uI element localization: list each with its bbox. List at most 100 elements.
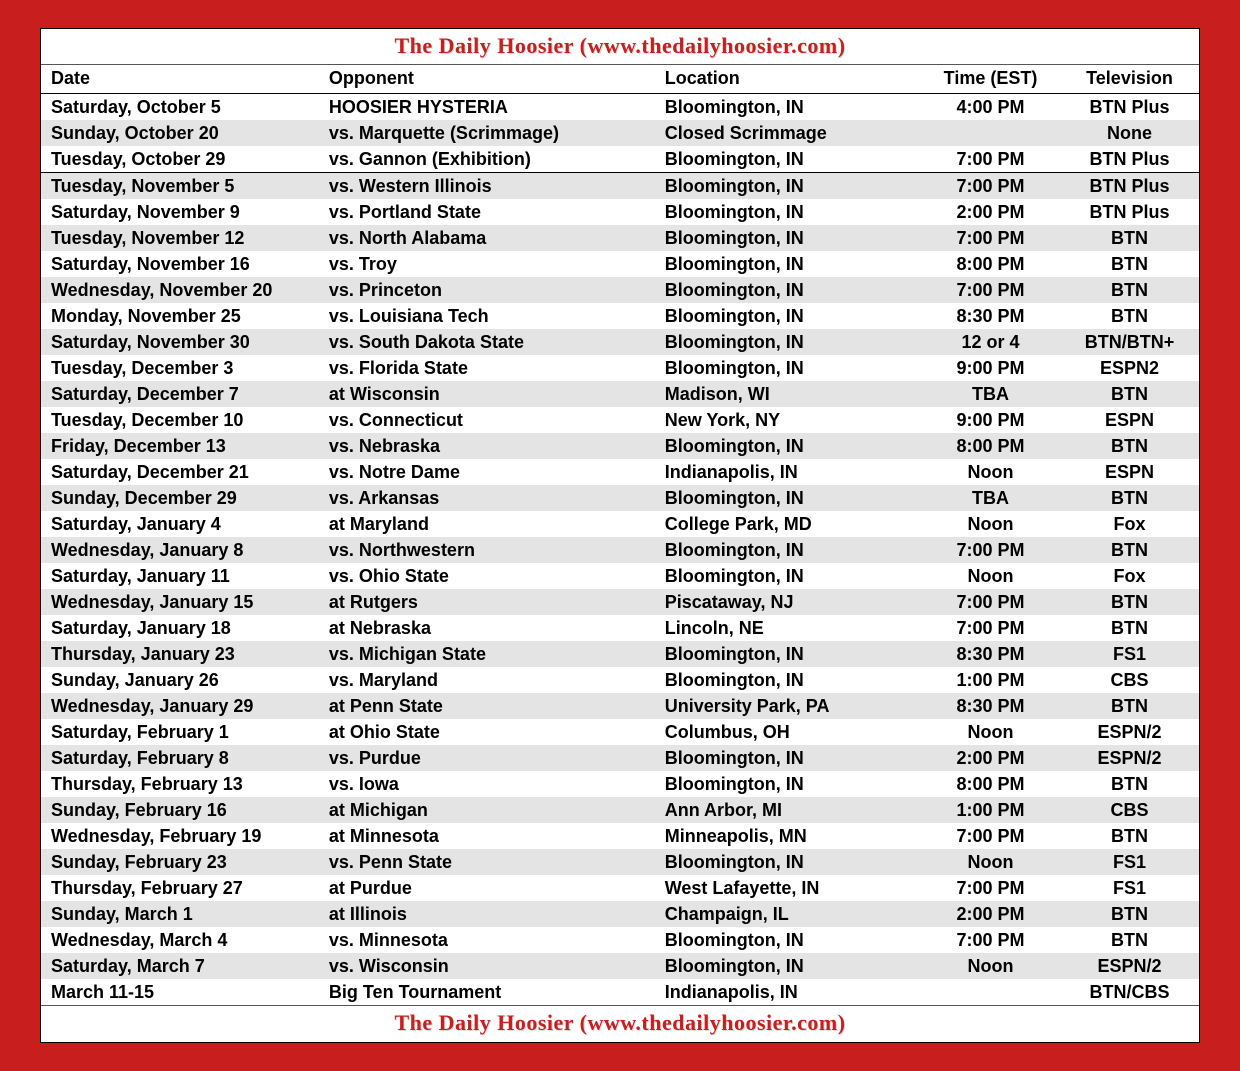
table-row: Saturday, December 21vs. Notre DameIndia… xyxy=(41,459,1199,485)
cell-location: Madison, WI xyxy=(655,381,921,407)
cell-opponent: at Ohio State xyxy=(319,719,655,745)
table-row: Tuesday, November 5vs. Western IllinoisB… xyxy=(41,173,1199,200)
table-row: Friday, December 13vs. NebraskaBloomingt… xyxy=(41,433,1199,459)
cell-opponent: vs. Gannon (Exhibition) xyxy=(319,146,655,173)
cell-tv: BTN Plus xyxy=(1060,94,1199,121)
cell-location: Indianapolis, IN xyxy=(655,979,921,1005)
table-row: Sunday, February 16at MichiganAnn Arbor,… xyxy=(41,797,1199,823)
cell-opponent: vs. Arkansas xyxy=(319,485,655,511)
cell-time: 9:00 PM xyxy=(921,355,1060,381)
table-row: Thursday, February 27at PurdueWest Lafay… xyxy=(41,875,1199,901)
cell-time: 8:30 PM xyxy=(921,693,1060,719)
cell-date: Sunday, January 26 xyxy=(41,667,319,693)
cell-date: March 11-15 xyxy=(41,979,319,1005)
cell-time: 8:30 PM xyxy=(921,641,1060,667)
cell-tv: CBS xyxy=(1060,797,1199,823)
table-row: Tuesday, October 29vs. Gannon (Exhibitio… xyxy=(41,146,1199,173)
table-row: Sunday, December 29vs. ArkansasBloomingt… xyxy=(41,485,1199,511)
cell-tv: BTN xyxy=(1060,485,1199,511)
cell-tv: BTN/BTN+ xyxy=(1060,329,1199,355)
cell-location: Bloomington, IN xyxy=(655,433,921,459)
cell-date: Saturday, October 5 xyxy=(41,94,319,121)
cell-time: Noon xyxy=(921,849,1060,875)
cell-location: Bloomington, IN xyxy=(655,953,921,979)
cell-opponent: vs. North Alabama xyxy=(319,225,655,251)
cell-time: 7:00 PM xyxy=(921,146,1060,173)
table-row: Sunday, March 1at IllinoisChampaign, IL2… xyxy=(41,901,1199,927)
cell-tv: ESPN/2 xyxy=(1060,745,1199,771)
table-row: Tuesday, November 12vs. North AlabamaBlo… xyxy=(41,225,1199,251)
cell-location: Piscataway, NJ xyxy=(655,589,921,615)
cell-date: Saturday, January 11 xyxy=(41,563,319,589)
cell-date: Thursday, January 23 xyxy=(41,641,319,667)
cell-tv: FS1 xyxy=(1060,875,1199,901)
cell-tv: ESPN xyxy=(1060,459,1199,485)
cell-time: 12 or 4 xyxy=(921,329,1060,355)
cell-location: Bloomington, IN xyxy=(655,927,921,953)
cell-location: Bloomington, IN xyxy=(655,355,921,381)
cell-tv: ESPN xyxy=(1060,407,1199,433)
cell-time: TBA xyxy=(921,381,1060,407)
cell-date: Saturday, November 30 xyxy=(41,329,319,355)
cell-tv: ESPN/2 xyxy=(1060,719,1199,745)
cell-date: Saturday, March 7 xyxy=(41,953,319,979)
cell-location: Lincoln, NE xyxy=(655,615,921,641)
cell-tv: None xyxy=(1060,120,1199,146)
cell-opponent: vs. Connecticut xyxy=(319,407,655,433)
cell-tv: BTN xyxy=(1060,381,1199,407)
cell-location: Columbus, OH xyxy=(655,719,921,745)
cell-opponent: vs. Maryland xyxy=(319,667,655,693)
cell-tv: ESPN/2 xyxy=(1060,953,1199,979)
cell-opponent: at Rutgers xyxy=(319,589,655,615)
cell-location: Bloomington, IN xyxy=(655,173,921,200)
cell-tv: Fox xyxy=(1060,511,1199,537)
cell-opponent: vs. South Dakota State xyxy=(319,329,655,355)
cell-time: Noon xyxy=(921,953,1060,979)
cell-opponent: at Wisconsin xyxy=(319,381,655,407)
cell-tv: CBS xyxy=(1060,667,1199,693)
cell-tv: BTN/CBS xyxy=(1060,979,1199,1005)
cell-opponent: vs. Marquette (Scrimmage) xyxy=(319,120,655,146)
cell-date: Monday, November 25 xyxy=(41,303,319,329)
cell-tv: BTN xyxy=(1060,251,1199,277)
cell-date: Tuesday, December 3 xyxy=(41,355,319,381)
cell-location: Bloomington, IN xyxy=(655,225,921,251)
table-row: Saturday, December 7at WisconsinMadison,… xyxy=(41,381,1199,407)
table-row: Saturday, January 18at NebraskaLincoln, … xyxy=(41,615,1199,641)
cell-time: 7:00 PM xyxy=(921,927,1060,953)
cell-location: Bloomington, IN xyxy=(655,251,921,277)
cell-date: Tuesday, November 12 xyxy=(41,225,319,251)
footer-title: The Daily Hoosier (www.thedailyhoosier.c… xyxy=(41,1005,1199,1042)
table-row: Tuesday, December 3vs. Florida StateBloo… xyxy=(41,355,1199,381)
cell-location: Bloomington, IN xyxy=(655,199,921,225)
cell-date: Saturday, November 16 xyxy=(41,251,319,277)
table-row: Wednesday, January 8vs. NorthwesternBloo… xyxy=(41,537,1199,563)
cell-tv: BTN xyxy=(1060,433,1199,459)
cell-date: Saturday, January 4 xyxy=(41,511,319,537)
cell-opponent: vs. Wisconsin xyxy=(319,953,655,979)
col-time: Time (EST) xyxy=(921,65,1060,94)
cell-opponent: vs. Purdue xyxy=(319,745,655,771)
cell-time: 2:00 PM xyxy=(921,745,1060,771)
cell-date: Sunday, March 1 xyxy=(41,901,319,927)
cell-opponent: at Illinois xyxy=(319,901,655,927)
cell-time: Noon xyxy=(921,563,1060,589)
cell-time: 9:00 PM xyxy=(921,407,1060,433)
header-title: The Daily Hoosier (www.thedailyhoosier.c… xyxy=(41,29,1199,65)
cell-time: Noon xyxy=(921,511,1060,537)
table-row: Saturday, February 1at Ohio StateColumbu… xyxy=(41,719,1199,745)
cell-location: Bloomington, IN xyxy=(655,94,921,121)
cell-tv: BTN Plus xyxy=(1060,146,1199,173)
table-row: Wednesday, February 19at MinnesotaMinnea… xyxy=(41,823,1199,849)
cell-tv: BTN xyxy=(1060,823,1199,849)
cell-date: Saturday, December 7 xyxy=(41,381,319,407)
cell-opponent: at Nebraska xyxy=(319,615,655,641)
table-row: Wednesday, March 4vs. MinnesotaBloomingt… xyxy=(41,927,1199,953)
table-row: Saturday, January 11vs. Ohio StateBloomi… xyxy=(41,563,1199,589)
cell-time: 7:00 PM xyxy=(921,173,1060,200)
cell-tv: BTN xyxy=(1060,277,1199,303)
schedule-body: Saturday, October 5HOOSIER HYSTERIABloom… xyxy=(41,94,1199,1006)
cell-opponent: HOOSIER HYSTERIA xyxy=(319,94,655,121)
table-row: Saturday, November 16vs. TroyBloomington… xyxy=(41,251,1199,277)
cell-opponent: at Purdue xyxy=(319,875,655,901)
